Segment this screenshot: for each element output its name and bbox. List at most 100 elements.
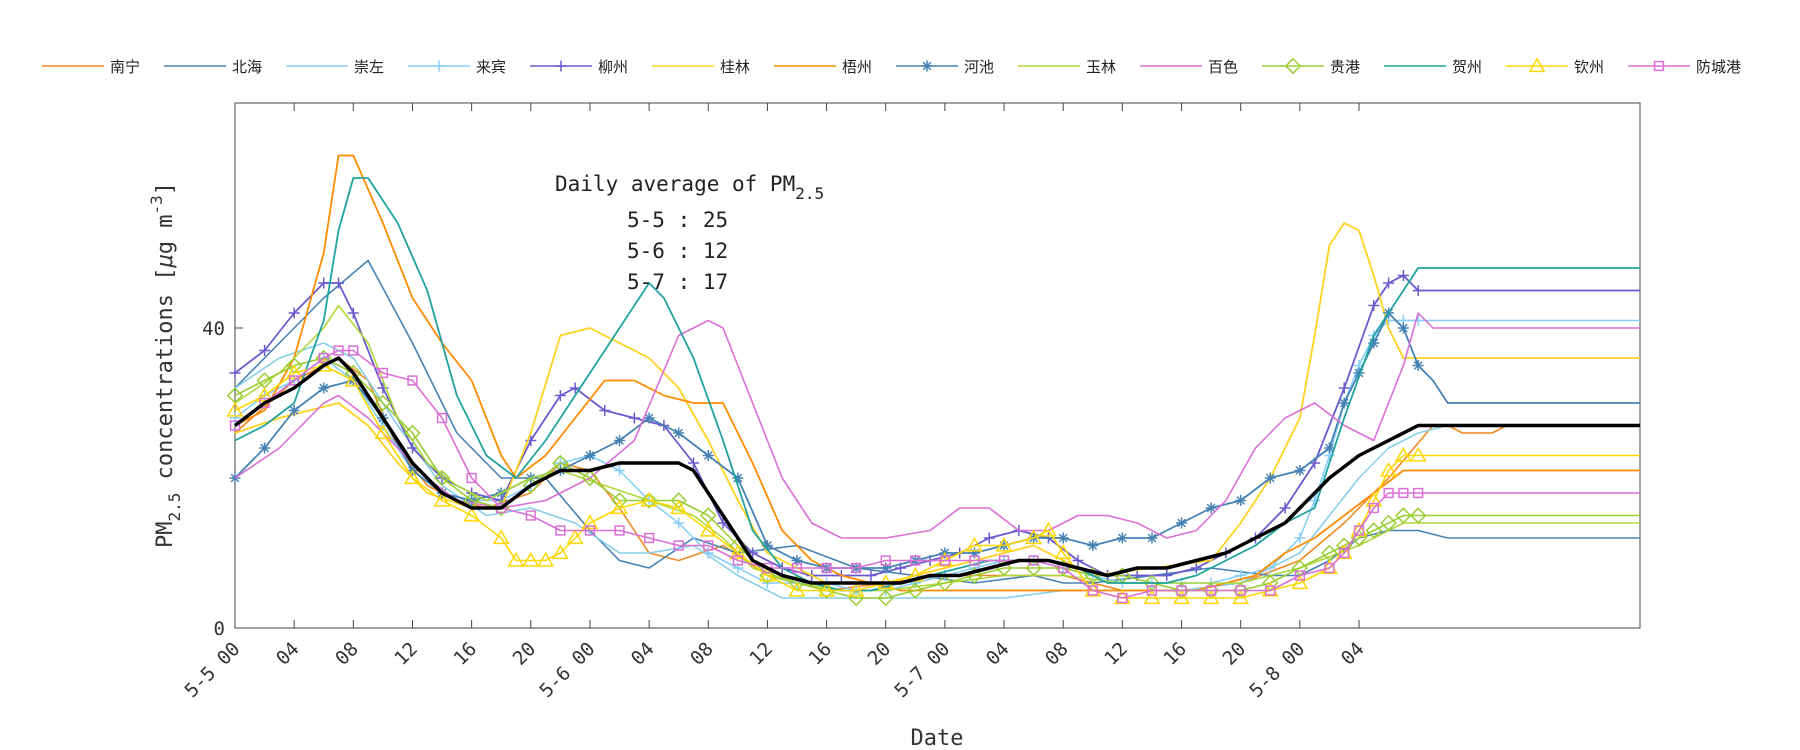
data-point (818, 581, 836, 597)
series-桂林 (234, 222, 1640, 584)
data-point (1116, 532, 1128, 544)
legend-marker (1653, 60, 1665, 72)
data-point (1380, 514, 1397, 532)
x-tick-label: 16 (1159, 638, 1191, 670)
data-point (761, 540, 773, 551)
data-point (525, 510, 536, 521)
data-point (703, 540, 714, 551)
data-point (551, 544, 569, 560)
data-point (1412, 360, 1424, 371)
data-point (433, 469, 451, 487)
legend-label: 来宾 (476, 58, 506, 76)
legend-item: 崇左 (286, 58, 384, 76)
x-tick-label: 04 (982, 638, 1014, 670)
data-point (1279, 502, 1291, 514)
legend-marker (433, 60, 445, 72)
data-point (1205, 502, 1217, 514)
data-point (791, 562, 803, 574)
x-tick-label: 08 (686, 638, 718, 670)
data-point (791, 555, 803, 566)
data-point (259, 442, 271, 454)
data-point (1409, 507, 1427, 524)
legend-item: 柳州 (530, 58, 628, 76)
data-point (1025, 529, 1043, 545)
data-point (1057, 532, 1069, 544)
data-point (1309, 495, 1321, 506)
series-layer (226, 154, 1640, 607)
annotation-line: 5-7 : 17 (627, 270, 728, 294)
data-point (256, 386, 274, 402)
x-tick-label: 08 (1041, 638, 1073, 670)
data-point (566, 529, 584, 545)
legend-label: 贵港 (1330, 58, 1360, 76)
legend-label: 梧州 (842, 58, 872, 76)
series-梧州 (234, 154, 1640, 592)
data-point (1146, 585, 1158, 596)
data-point (555, 525, 566, 536)
data-point (1161, 570, 1173, 581)
data-point (1353, 525, 1365, 536)
data-point (1264, 472, 1276, 484)
data-point (1202, 589, 1220, 605)
series-贺州 (234, 177, 1640, 592)
legend-item: 来宾 (408, 58, 506, 76)
data-point (288, 405, 300, 416)
data-point (1084, 581, 1102, 597)
x-tick-label: 5-8 00 (1245, 638, 1309, 702)
data-point (995, 536, 1013, 552)
series-line (234, 259, 1640, 584)
x-axis-label: Date (911, 726, 964, 750)
data-point (333, 277, 345, 289)
series-北海 (234, 259, 1640, 584)
data-point (584, 450, 596, 461)
plot-frame (234, 102, 1641, 629)
x-tick-label: 5-5 00 (180, 638, 244, 702)
data-point (614, 525, 625, 536)
legend-label: 玉林 (1086, 58, 1116, 76)
data-point (1398, 487, 1409, 499)
data-point (670, 499, 688, 515)
data-point (1397, 270, 1409, 281)
data-point (1087, 540, 1099, 551)
legend-label: 北海 (232, 58, 262, 76)
data-point (285, 364, 303, 380)
legend-label: 百色 (1208, 58, 1238, 76)
data-point (374, 424, 392, 440)
data-point (1190, 562, 1202, 574)
series-line (234, 312, 1640, 539)
data-point (1176, 585, 1187, 596)
data-point (318, 277, 330, 289)
data-point (643, 532, 655, 544)
data-point (880, 555, 891, 566)
data-point (229, 367, 241, 379)
series-钦州 (226, 356, 1640, 605)
legend-item: 桂林 (652, 58, 750, 76)
legend-item: 河池 (896, 58, 994, 76)
data-point (463, 506, 481, 522)
data-point (406, 442, 418, 454)
data-point (1232, 589, 1250, 605)
x-tick-label: 20 (1218, 638, 1250, 670)
data-point (1176, 517, 1188, 529)
series-line (234, 304, 1640, 592)
data-point (1409, 446, 1427, 462)
x-tick-label: 12 (390, 638, 422, 670)
legend-label: 贺州 (1452, 58, 1482, 76)
data-point (436, 412, 448, 424)
data-point (1146, 532, 1158, 544)
series-防城港 (229, 345, 1640, 604)
data-point (507, 551, 525, 567)
data-point (1365, 522, 1383, 539)
data-point (1397, 322, 1409, 334)
legend-label: 崇左 (354, 58, 384, 76)
data-point (877, 589, 894, 607)
data-point (1324, 562, 1335, 574)
data-point (699, 521, 717, 537)
data-point (259, 345, 271, 356)
legend-label: 防城港 (1696, 58, 1741, 76)
data-point (318, 382, 330, 394)
data-point (1143, 589, 1161, 605)
legend-item: 南宁 (42, 58, 140, 76)
data-point (581, 514, 599, 530)
